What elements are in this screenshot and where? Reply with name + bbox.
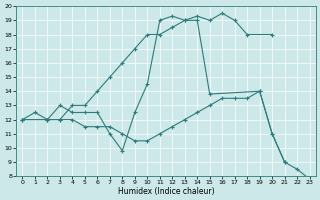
X-axis label: Humidex (Indice chaleur): Humidex (Indice chaleur) [118, 187, 214, 196]
